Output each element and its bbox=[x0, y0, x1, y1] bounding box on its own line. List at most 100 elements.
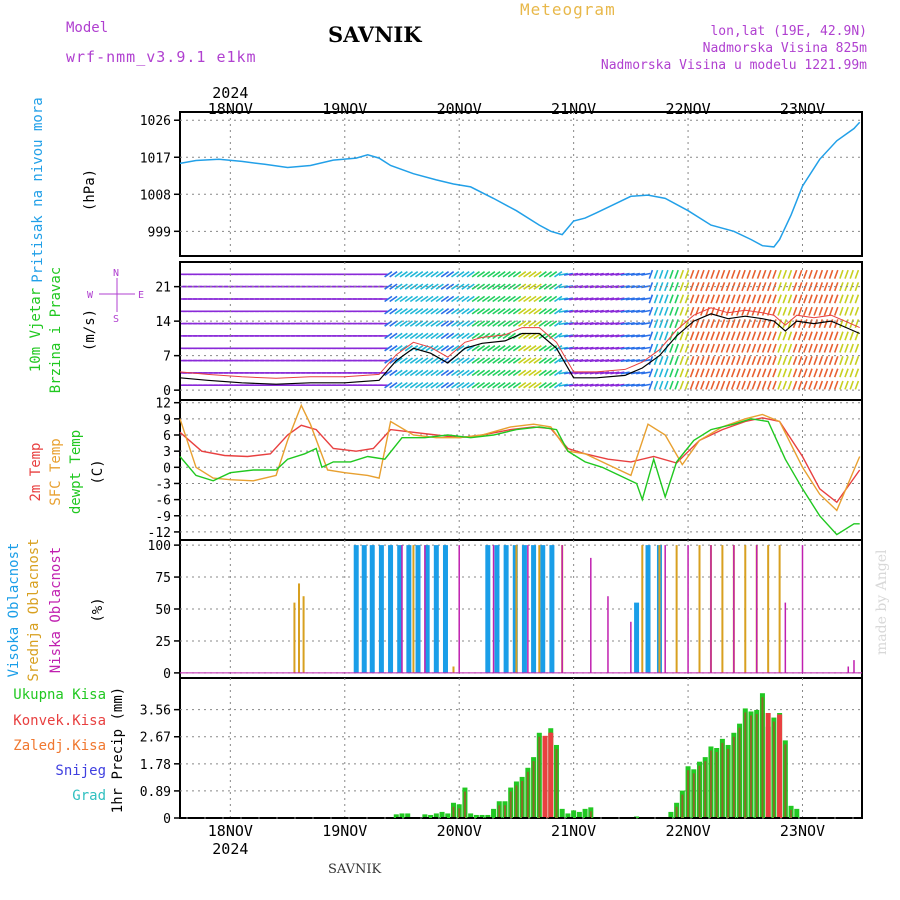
wind-arrow bbox=[777, 368, 782, 378]
high-cloud-bar bbox=[494, 545, 500, 673]
wind-arrow bbox=[456, 271, 465, 278]
low-cloud-bar bbox=[492, 545, 495, 673]
high-cloud-bar bbox=[485, 545, 491, 673]
wind-arrow bbox=[746, 319, 752, 329]
wind-arrow bbox=[569, 359, 579, 363]
wind-arrow bbox=[425, 357, 434, 364]
wind-arrow bbox=[674, 306, 679, 316]
wind-arrow bbox=[679, 294, 685, 304]
cloud-side-label-2: Srednja Oblacnost bbox=[26, 538, 42, 681]
wind-arrow bbox=[761, 269, 767, 279]
precip-core-bar bbox=[538, 736, 541, 818]
temperature-ytick-label: 9 bbox=[163, 413, 171, 428]
wind-arrow bbox=[415, 271, 424, 278]
wind-arrow bbox=[594, 371, 604, 375]
wind-arrow bbox=[492, 381, 501, 389]
wind-arrow bbox=[782, 306, 788, 316]
wind-arrow bbox=[828, 294, 834, 304]
wind-arrow bbox=[787, 306, 793, 316]
wind-arrow bbox=[653, 343, 659, 353]
wind-arrow bbox=[492, 283, 501, 290]
wind-arrow bbox=[563, 371, 574, 375]
wind-arrow bbox=[674, 380, 679, 390]
wind-arrow bbox=[425, 271, 434, 278]
high-cloud-bar bbox=[531, 545, 537, 673]
wind-arrow bbox=[705, 380, 710, 390]
wind-arrow bbox=[594, 359, 604, 363]
wind-arrow bbox=[767, 331, 772, 341]
precip-core-bar bbox=[687, 770, 690, 818]
wind-arrow bbox=[558, 272, 568, 276]
precipitation-ytick-label: 1.78 bbox=[140, 758, 171, 773]
wind-arrow bbox=[782, 368, 788, 378]
wind-arrow bbox=[641, 309, 651, 313]
wind-arrow bbox=[823, 343, 829, 353]
wind-arrow bbox=[384, 369, 393, 377]
wind-arrow bbox=[839, 294, 844, 304]
temperature-ytick-label: -12 bbox=[148, 526, 171, 541]
wind-arrow bbox=[554, 320, 563, 327]
total-precip-bar bbox=[571, 810, 577, 818]
wind-arrow bbox=[730, 306, 736, 316]
total-precip-bar bbox=[393, 814, 399, 818]
wind-arrow bbox=[710, 343, 715, 353]
wind-arrow bbox=[635, 346, 646, 350]
wind-arrow bbox=[430, 357, 439, 364]
low-cloud-bar bbox=[710, 545, 712, 673]
wind-arrow bbox=[669, 306, 674, 316]
low-cloud-bar bbox=[733, 545, 735, 673]
pressure-unit: (hPa) bbox=[82, 169, 98, 211]
wind-arrow bbox=[518, 357, 527, 364]
wind-arrow bbox=[736, 356, 741, 366]
total-precip-bar bbox=[422, 814, 428, 818]
wind-side-label-2: Brzina i Pravac bbox=[48, 267, 64, 393]
precip-core-bar bbox=[772, 721, 775, 818]
wind-arrow bbox=[502, 283, 511, 290]
wind-arrow bbox=[782, 294, 788, 304]
wind-arrow bbox=[787, 368, 793, 378]
wind-arrow bbox=[641, 383, 651, 387]
wind-arrow bbox=[471, 357, 480, 364]
wind-arrow bbox=[803, 269, 808, 279]
wind-arrow bbox=[615, 371, 625, 375]
wind-arrow bbox=[451, 308, 460, 315]
wind-arrow bbox=[589, 322, 599, 326]
wind-arrow bbox=[543, 295, 553, 303]
wind-arrow bbox=[456, 308, 465, 315]
temp-sfc-line bbox=[179, 403, 861, 512]
wind-arrow bbox=[615, 272, 625, 276]
wind-arrow bbox=[599, 297, 610, 301]
wind-arrow bbox=[445, 295, 455, 303]
wind-arrow bbox=[620, 383, 630, 387]
wind-arrow bbox=[584, 322, 594, 326]
wind-arrow bbox=[751, 368, 757, 378]
wind-arrow bbox=[854, 356, 860, 366]
total-precip-bar bbox=[399, 813, 405, 818]
wind-arrow bbox=[641, 359, 651, 363]
wind-arrow bbox=[741, 306, 746, 316]
total-precip-bar bbox=[485, 814, 491, 818]
wind-arrow bbox=[730, 368, 736, 378]
wind-arrow bbox=[849, 269, 854, 279]
wind-arrow bbox=[653, 368, 659, 378]
wind-arrow bbox=[635, 383, 646, 387]
wind-arrow bbox=[523, 345, 532, 352]
wind-arrow bbox=[844, 343, 849, 353]
wind-arrow bbox=[461, 308, 470, 315]
wind-arrow bbox=[648, 294, 654, 304]
mid-cloud-bar bbox=[538, 545, 541, 673]
wind-arrow bbox=[497, 308, 506, 315]
wind-arrow bbox=[497, 283, 506, 290]
wind-arrow bbox=[751, 319, 757, 329]
total-precip-bar bbox=[794, 808, 800, 818]
wind-arrow bbox=[599, 309, 610, 313]
wind-arrow bbox=[574, 346, 584, 350]
wind-arrow bbox=[471, 381, 480, 389]
wind-arrow bbox=[746, 269, 752, 279]
wind-arrow bbox=[854, 368, 860, 378]
wind-arrow bbox=[625, 297, 635, 301]
wind-arrow bbox=[751, 294, 757, 304]
wind-arrow bbox=[658, 331, 664, 341]
wind-arrow bbox=[507, 308, 516, 315]
wind-arrow bbox=[813, 356, 818, 366]
